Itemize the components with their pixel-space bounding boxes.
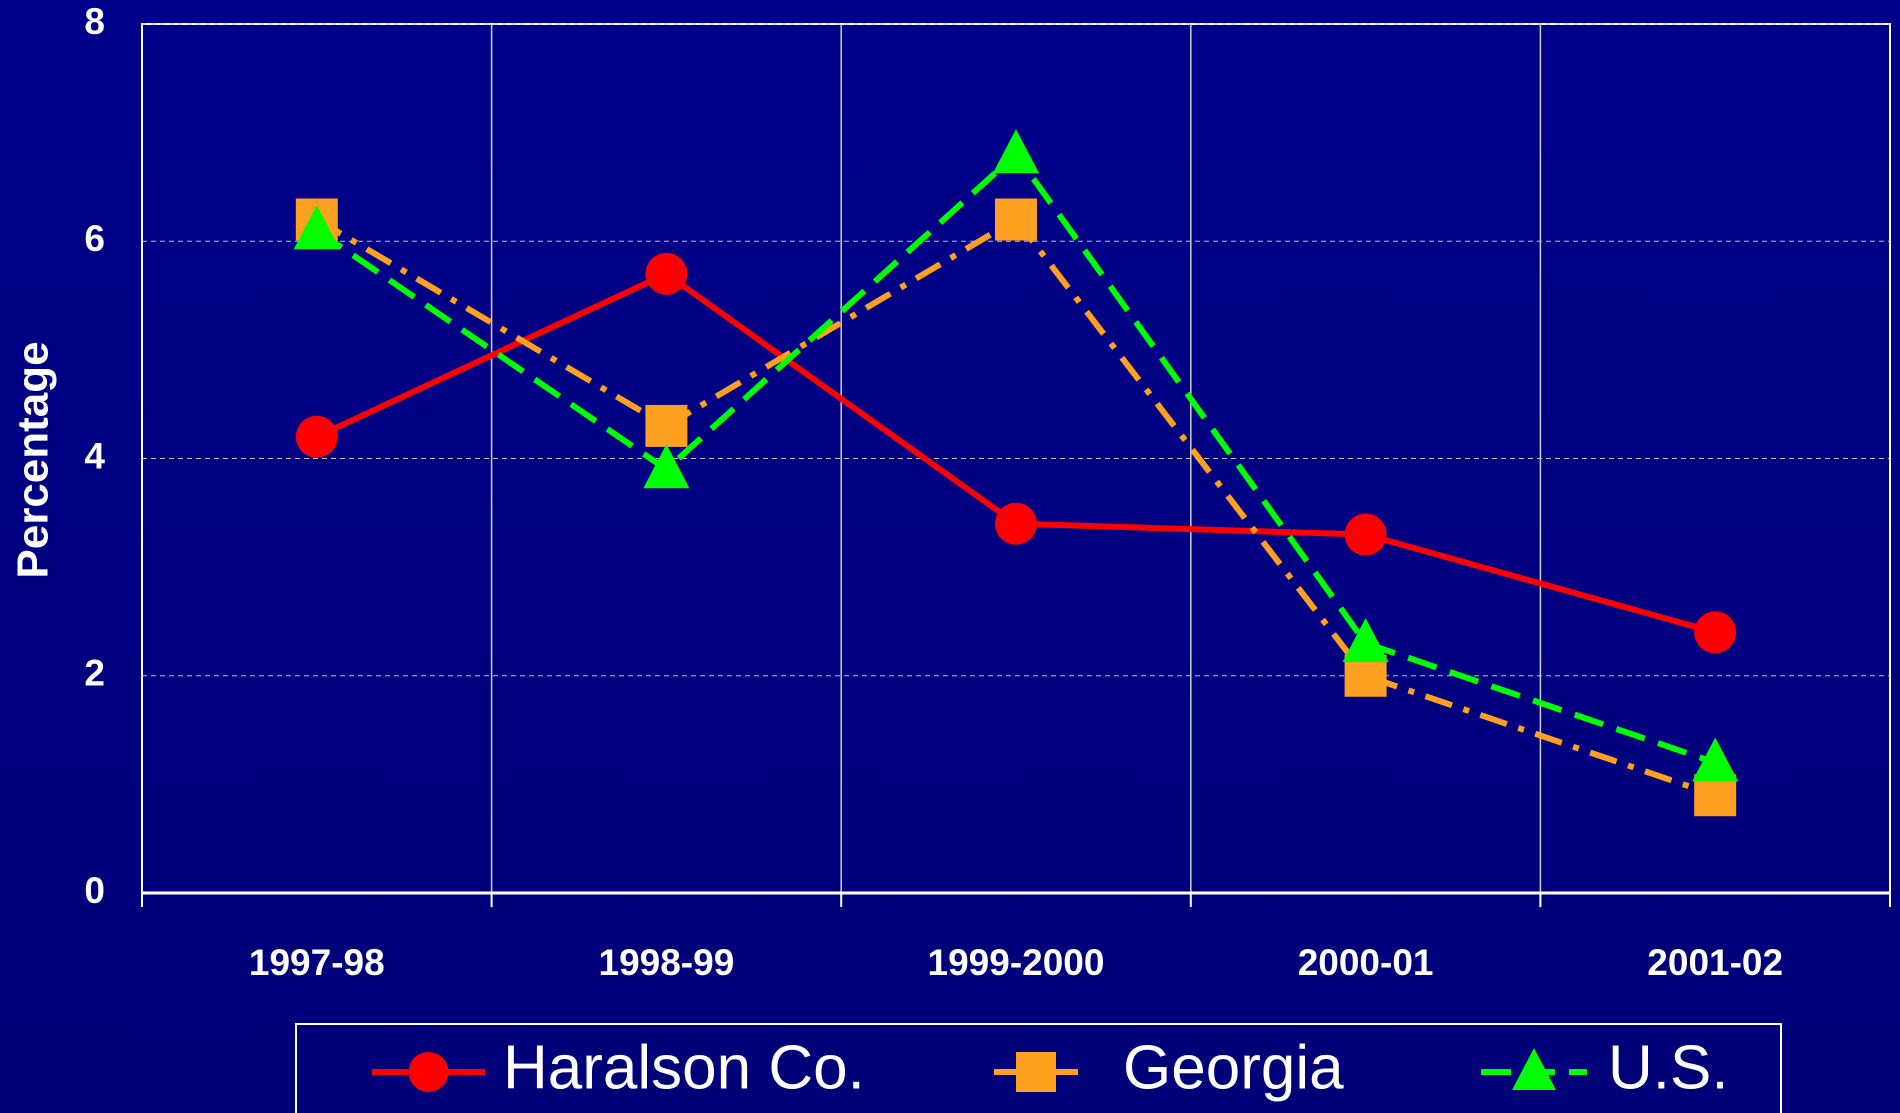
x-tick-label: 1999-2000 (928, 942, 1105, 983)
y-tick-label: 8 (84, 1, 105, 42)
marker-triangle (1512, 1048, 1556, 1090)
marker-circle (295, 415, 338, 458)
marker-triangle (293, 205, 340, 250)
marker-circle (995, 502, 1037, 545)
marker-circle (408, 1052, 449, 1092)
marker-square (645, 404, 688, 447)
y-tick-label: 4 (84, 435, 105, 476)
marker-triangle (1692, 737, 1739, 782)
marker-circle (1694, 611, 1737, 654)
legend-label: Georgia (1123, 1033, 1344, 1102)
marker-circle (645, 252, 688, 295)
legend-box (295, 1023, 1782, 1113)
marker-triangle (643, 444, 690, 489)
x-tick-label: 1997-98 (249, 942, 385, 983)
marker-triangle (992, 129, 1040, 174)
marker-square (995, 198, 1037, 241)
marker-square (1016, 1052, 1056, 1092)
x-tick-label: 2000-01 (1298, 942, 1434, 983)
series-line (315, 215, 1717, 799)
legend-label: U.S. (1608, 1033, 1729, 1102)
x-tick-label: 1998-99 (599, 942, 735, 983)
marker-circle (1344, 513, 1387, 556)
y-tick-label: 2 (84, 653, 105, 694)
y-tick-label: 0 (84, 870, 105, 911)
legend-label: Haralson Co. (503, 1033, 865, 1102)
x-tick-label: 2001-02 (1647, 942, 1783, 983)
marker-triangle (1342, 617, 1389, 663)
y-axis-label: Percentage (9, 341, 58, 578)
y-tick-label: 6 (84, 218, 105, 259)
